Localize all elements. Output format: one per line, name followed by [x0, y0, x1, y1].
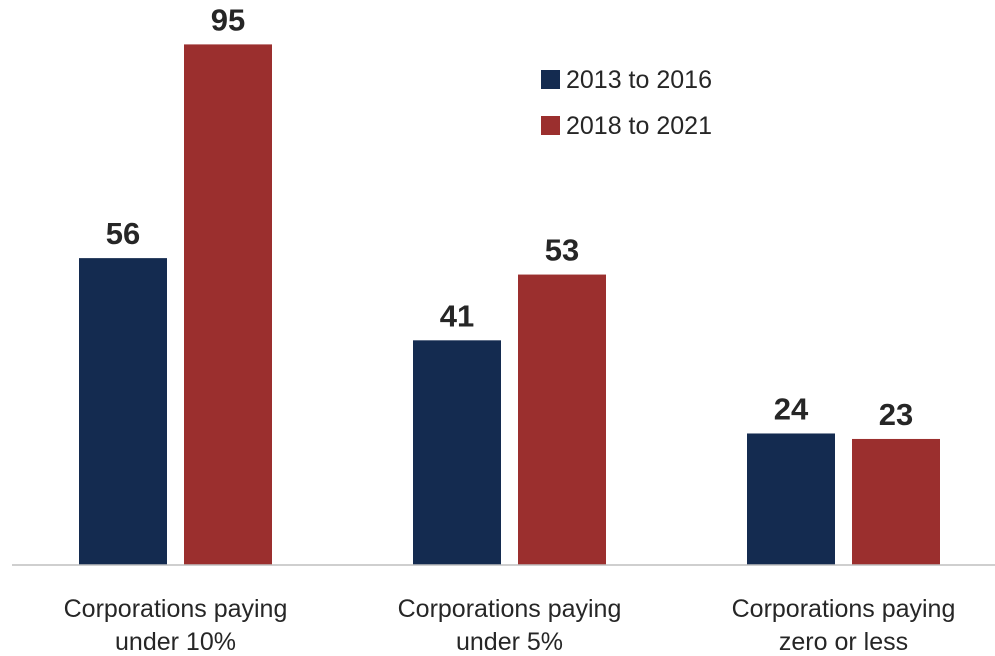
- legend-swatch: [541, 116, 560, 135]
- category-label-line: Corporations paying: [398, 595, 622, 623]
- bar: [747, 433, 835, 565]
- category-label-line: under 5%: [456, 628, 563, 656]
- bar-value-label: 23: [879, 397, 913, 432]
- category-label: Corporations paying under 5%: [398, 595, 622, 656]
- bar: [79, 258, 167, 565]
- bar: [184, 44, 272, 565]
- bars-group: [79, 44, 940, 565]
- category-label: Corporations paying under 10%: [64, 595, 288, 656]
- legend-swatch: [541, 70, 560, 89]
- bar: [413, 340, 501, 565]
- category-label-line: Corporations paying: [732, 595, 956, 623]
- value-labels-group: 56 95 41 53 24 23: [106, 2, 913, 432]
- bar: [852, 438, 940, 565]
- bar-value-label: 41: [440, 298, 474, 333]
- category-label-line: Corporations paying: [64, 595, 288, 623]
- category-label-line: under 10%: [115, 628, 236, 656]
- category-label: Corporations paying zero or less: [732, 595, 956, 656]
- bar-value-label: 56: [106, 216, 140, 251]
- legend: 2013 to 2016 2018 to 2021: [541, 66, 712, 140]
- legend-label: 2018 to 2021: [566, 112, 712, 140]
- bar-value-label: 95: [211, 2, 245, 37]
- bar-value-label: 53: [545, 233, 579, 268]
- bar: [518, 274, 606, 565]
- category-label-line: zero or less: [779, 628, 908, 656]
- category-labels-group: Corporations paying under 10%Corporations…: [64, 595, 956, 656]
- bar-value-label: 24: [774, 391, 809, 426]
- legend-label: 2013 to 2016: [566, 66, 712, 94]
